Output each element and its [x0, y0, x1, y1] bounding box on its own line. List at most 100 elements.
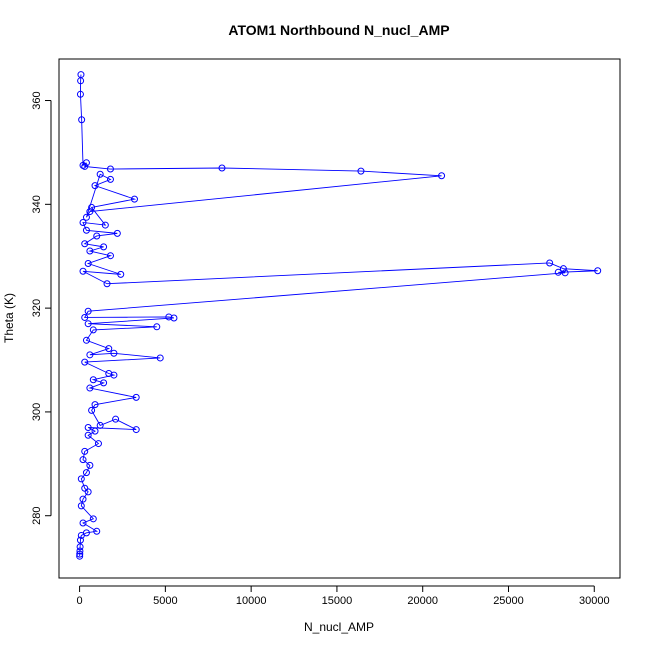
- data-point: [100, 379, 108, 387]
- y-tick-label: 300: [31, 403, 43, 421]
- y-tick-label: 340: [31, 195, 43, 213]
- data-point: [82, 159, 90, 167]
- data-point: [117, 270, 125, 278]
- data-point: [76, 90, 84, 98]
- data-point: [554, 268, 562, 276]
- data-point: [132, 393, 140, 401]
- chart-title: ATOM1 Northbound N_nucl_AMP: [228, 22, 449, 38]
- data-point: [82, 226, 90, 234]
- data-point: [165, 313, 173, 321]
- data-point: [81, 447, 89, 455]
- data-point: [77, 77, 85, 85]
- data-point: [81, 313, 89, 321]
- x-tick-label: 15000: [322, 595, 353, 607]
- series-layer: [76, 71, 602, 560]
- data-point: [84, 431, 92, 439]
- data-point: [76, 536, 84, 544]
- plot-frame: [58, 58, 621, 579]
- data-point: [79, 267, 87, 275]
- data-point: [106, 252, 114, 260]
- data-point: [106, 175, 114, 183]
- x-tick-label: 0: [77, 595, 83, 607]
- data-point: [79, 456, 87, 464]
- data-point: [103, 280, 111, 288]
- data-point: [89, 326, 97, 334]
- data-point: [84, 320, 92, 328]
- data-point: [86, 384, 94, 392]
- x-axis: 0 5000 10000 15000 20000 25000 30000: [77, 585, 610, 607]
- data-point: [96, 170, 104, 178]
- data-point: [438, 172, 446, 180]
- data-point: [86, 247, 94, 255]
- data-point: [76, 547, 84, 555]
- data-point: [89, 376, 97, 384]
- data-point: [93, 527, 101, 535]
- data-point: [88, 406, 96, 414]
- y-axis: 280 300 320 340 360: [31, 91, 52, 525]
- data-point: [106, 165, 114, 173]
- data-point: [81, 358, 89, 366]
- data-point: [79, 495, 87, 503]
- data-point: [79, 218, 87, 226]
- data-point: [78, 116, 86, 124]
- data-point: [77, 502, 85, 510]
- data-point: [110, 371, 118, 379]
- data-point: [76, 543, 84, 551]
- y-tick-label: 320: [31, 299, 43, 317]
- data-point: [153, 323, 161, 331]
- data-point: [91, 401, 99, 409]
- data-point: [86, 461, 94, 469]
- data-point: [113, 229, 121, 237]
- data-point: [100, 243, 108, 251]
- y-tick-label: 280: [31, 507, 43, 525]
- data-point: [81, 162, 89, 170]
- data-point: [84, 259, 92, 267]
- data-point: [86, 208, 94, 216]
- data-point: [84, 307, 92, 315]
- data-point: [82, 469, 90, 477]
- data-point: [86, 351, 94, 359]
- data-point: [105, 345, 113, 353]
- data-point: [93, 232, 101, 240]
- data-point: [82, 213, 90, 221]
- data-point: [156, 354, 164, 362]
- data-point: [94, 440, 102, 448]
- x-tick-label: 20000: [407, 595, 438, 607]
- x-tick-label: 30000: [579, 595, 610, 607]
- x-tick-label: 5000: [153, 595, 177, 607]
- data-point: [88, 203, 96, 211]
- x-tick-label: 25000: [493, 595, 524, 607]
- data-point: [218, 164, 226, 172]
- data-point: [89, 515, 97, 523]
- data-point: [546, 259, 554, 267]
- data-point: [84, 423, 92, 431]
- data-point: [76, 552, 84, 560]
- data-point: [112, 415, 120, 423]
- data-point: [91, 182, 99, 190]
- data-point: [357, 167, 365, 175]
- data-point: [130, 195, 138, 203]
- data-point: [82, 336, 90, 344]
- data-point: [77, 531, 85, 539]
- data-point: [76, 550, 84, 558]
- data-point: [561, 269, 569, 277]
- data-point: [77, 475, 85, 483]
- data-point: [96, 421, 104, 429]
- y-tick-label: 360: [31, 91, 43, 109]
- data-point: [594, 267, 602, 275]
- data-point: [91, 427, 99, 435]
- y-axis-label: Theta (K): [2, 293, 16, 343]
- data-point: [101, 221, 109, 229]
- data-point: [81, 240, 89, 248]
- data-point: [84, 488, 92, 496]
- x-tick-label: 10000: [236, 595, 267, 607]
- data-point: [110, 349, 118, 357]
- data-point: [79, 519, 87, 527]
- x-axis-label: N_nucl_AMP: [304, 620, 374, 634]
- data-point: [170, 314, 178, 322]
- data-point: [132, 426, 140, 434]
- data-point: [559, 265, 567, 273]
